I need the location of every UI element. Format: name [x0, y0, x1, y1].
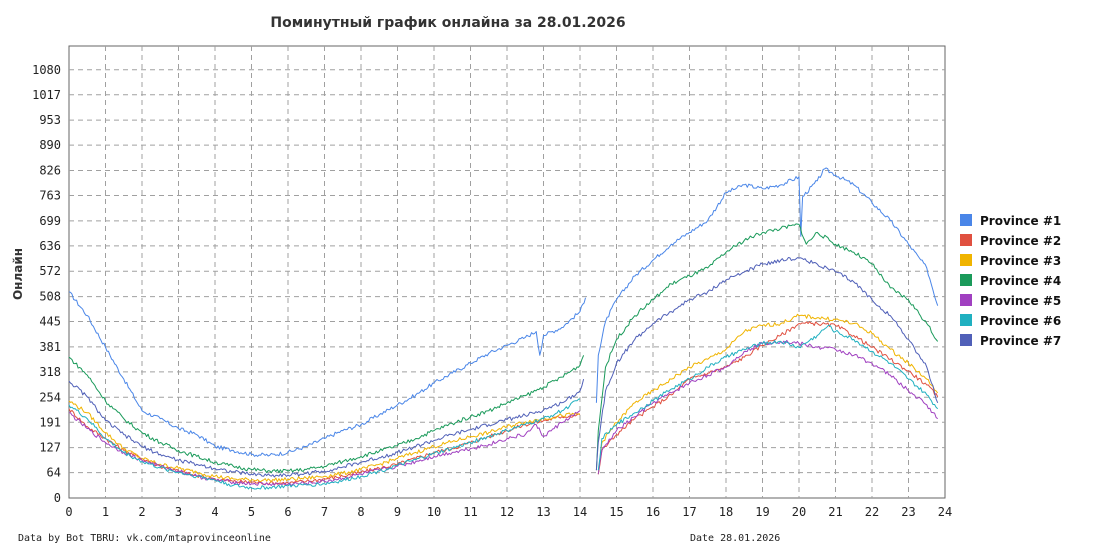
legend-label: Province #5 — [980, 294, 1061, 308]
series-line-4 — [68, 223, 939, 474]
chart-title: Поминутный график онлайна за 28.01.2026 — [270, 15, 625, 31]
series-line-6 — [68, 324, 939, 490]
x-tick-label: 23 — [901, 505, 915, 519]
y-tick-label: 445 — [39, 315, 61, 329]
series-line-3 — [68, 313, 939, 483]
y-tick-label: 127 — [39, 441, 61, 455]
legend: Province #1 Province #2 Province #3 Provinc… — [960, 214, 1061, 348]
series-line-7 — [68, 257, 939, 478]
series-line-1 — [68, 167, 939, 457]
x-tick-label: 8 — [357, 505, 364, 519]
x-tick-label: 0 — [65, 505, 72, 519]
x-tick-label: 17 — [682, 505, 696, 519]
y-tick-label: 64 — [47, 466, 61, 480]
x-tick-label: 22 — [865, 505, 879, 519]
y-tick-label: 763 — [39, 188, 61, 202]
legend-label: Province #7 — [980, 334, 1061, 348]
legend-swatch — [960, 214, 972, 226]
legend-swatch — [960, 294, 972, 306]
legend-swatch — [960, 234, 972, 246]
y-axis-label: Онлайн — [11, 248, 25, 300]
x-tick-label: 21 — [828, 505, 842, 519]
x-tick-label: 13 — [536, 505, 550, 519]
x-tick-label: 18 — [719, 505, 733, 519]
legend-label: Province #4 — [980, 274, 1061, 288]
footer-date: Date 28.01.2026 — [690, 533, 780, 544]
y-axis-ticks: 0 64 127 191 254 318 381 445 508 572 636 699 763 826 8… — [32, 63, 61, 505]
legend-swatch — [960, 334, 972, 346]
y-tick-label: 381 — [39, 340, 61, 354]
legend-label: Province #6 — [980, 314, 1061, 328]
x-tick-label: 15 — [609, 505, 623, 519]
x-tick-label: 12 — [500, 505, 514, 519]
x-axis-ticks: 0 1 2 3 4 5 6 7 8 9 10 11 12 13 14 15 16 17 18 19 20 21 22 23 24 — [65, 505, 952, 519]
x-tick-label: 14 — [573, 505, 587, 519]
x-tick-label: 6 — [284, 505, 291, 519]
footer-source: Data by Bot TBRU: vk.com/mtaprovinceonli… — [18, 533, 271, 544]
x-tick-label: 24 — [938, 505, 952, 519]
legend-label: Province #1 — [980, 214, 1061, 228]
y-tick-label: 0 — [54, 491, 61, 505]
x-tick-label: 4 — [211, 505, 218, 519]
y-tick-label: 254 — [39, 390, 61, 404]
y-tick-label: 890 — [39, 138, 61, 152]
legend-swatch — [960, 314, 972, 326]
x-tick-label: 3 — [175, 505, 182, 519]
x-tick-label: 9 — [394, 505, 401, 519]
x-tick-label: 10 — [427, 505, 441, 519]
y-tick-label: 572 — [39, 264, 61, 278]
x-tick-label: 19 — [755, 505, 769, 519]
legend-swatch — [960, 274, 972, 286]
legend-swatch — [960, 254, 972, 266]
x-tick-label: 7 — [321, 505, 328, 519]
x-tick-label: 5 — [248, 505, 255, 519]
x-tick-label: 11 — [463, 505, 477, 519]
y-tick-label: 1017 — [32, 88, 61, 102]
y-tick-label: 318 — [39, 365, 61, 379]
y-tick-label: 191 — [39, 415, 61, 429]
x-tick-label: 2 — [138, 505, 145, 519]
series-lines — [68, 167, 939, 490]
y-tick-label: 636 — [39, 239, 61, 253]
x-tick-label: 16 — [646, 505, 660, 519]
y-tick-label: 508 — [39, 290, 61, 304]
x-tick-label: 20 — [792, 505, 806, 519]
legend-label: Province #3 — [980, 254, 1061, 268]
y-tick-label: 953 — [39, 113, 61, 127]
y-tick-label: 826 — [39, 163, 61, 177]
x-tick-label: 1 — [102, 505, 109, 519]
legend-label: Province #2 — [980, 234, 1061, 248]
y-tick-label: 699 — [39, 214, 61, 228]
y-tick-label: 1080 — [32, 63, 61, 77]
